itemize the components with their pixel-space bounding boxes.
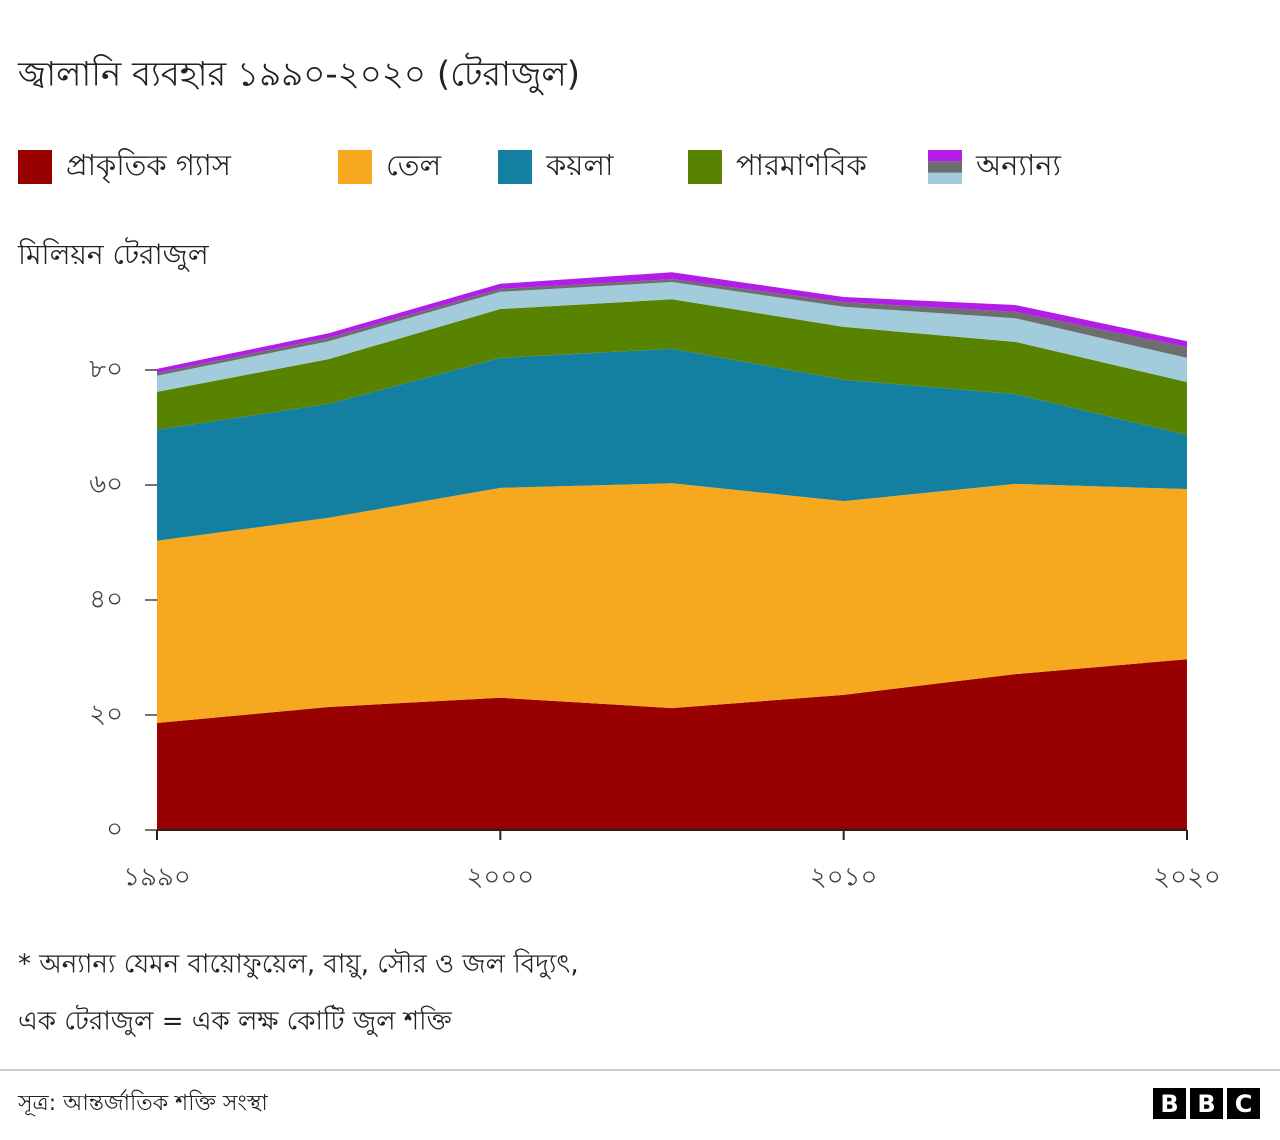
y-tick-label: ৪০: [89, 585, 123, 615]
x-tick-label: ২০১০: [810, 863, 878, 893]
source: সূত্র: আন্তর্জাতিক শক্তি সংস্থা: [17, 1089, 268, 1116]
footnote: এক টেরাজুল = এক লক্ষ কোটি জুল শক্তি: [18, 1005, 453, 1037]
legend-swatch: [18, 150, 52, 184]
footnote: * অন্যান্য যেমন বায়োফুয়েল, বায়ু, সৌর …: [18, 949, 579, 980]
logo-box: [1153, 1088, 1186, 1119]
legend-swatch: [928, 161, 962, 173]
chart-title: জ্বালানি ব্যবহার ১৯৯০-২০২০ (টেরাজুল): [17, 53, 580, 95]
y-tick-label: ৮০: [89, 355, 123, 385]
legend-label: তেল: [386, 148, 442, 182]
y-axis-label: মিলিয়ন টেরাজুল: [17, 237, 210, 271]
legend-label: অন্যান্য: [975, 148, 1062, 182]
legend-swatch: [498, 150, 532, 184]
legend-label: কয়লা: [545, 148, 614, 182]
x-tick-label: ১৯৯০: [123, 863, 191, 893]
y-tick-label: ২০: [89, 700, 123, 730]
logo-letter: B: [1160, 1090, 1178, 1118]
area: [157, 299, 1187, 435]
area: [157, 282, 1187, 392]
x-tick-label: ২০০০: [467, 863, 535, 893]
logo-letter: B: [1197, 1090, 1215, 1118]
logo-box: [1227, 1088, 1260, 1119]
area: [157, 348, 1187, 541]
logo-letter: C: [1235, 1090, 1253, 1118]
legend-label: প্রাকৃতিক গ্যাস: [66, 148, 232, 183]
area: [157, 659, 1187, 830]
legend-swatch: [928, 150, 962, 162]
area: [157, 483, 1187, 724]
y-tick-label: ৬০: [89, 470, 123, 500]
legend-swatch: [928, 172, 962, 184]
legend-swatch: [338, 150, 372, 184]
legend-swatch: [688, 150, 722, 184]
legend-label: পারমাণবিক: [736, 148, 868, 182]
logo-box: [1190, 1088, 1223, 1119]
x-tick-label: ২০২০: [1153, 863, 1221, 893]
y-tick-label: ০: [106, 815, 123, 845]
